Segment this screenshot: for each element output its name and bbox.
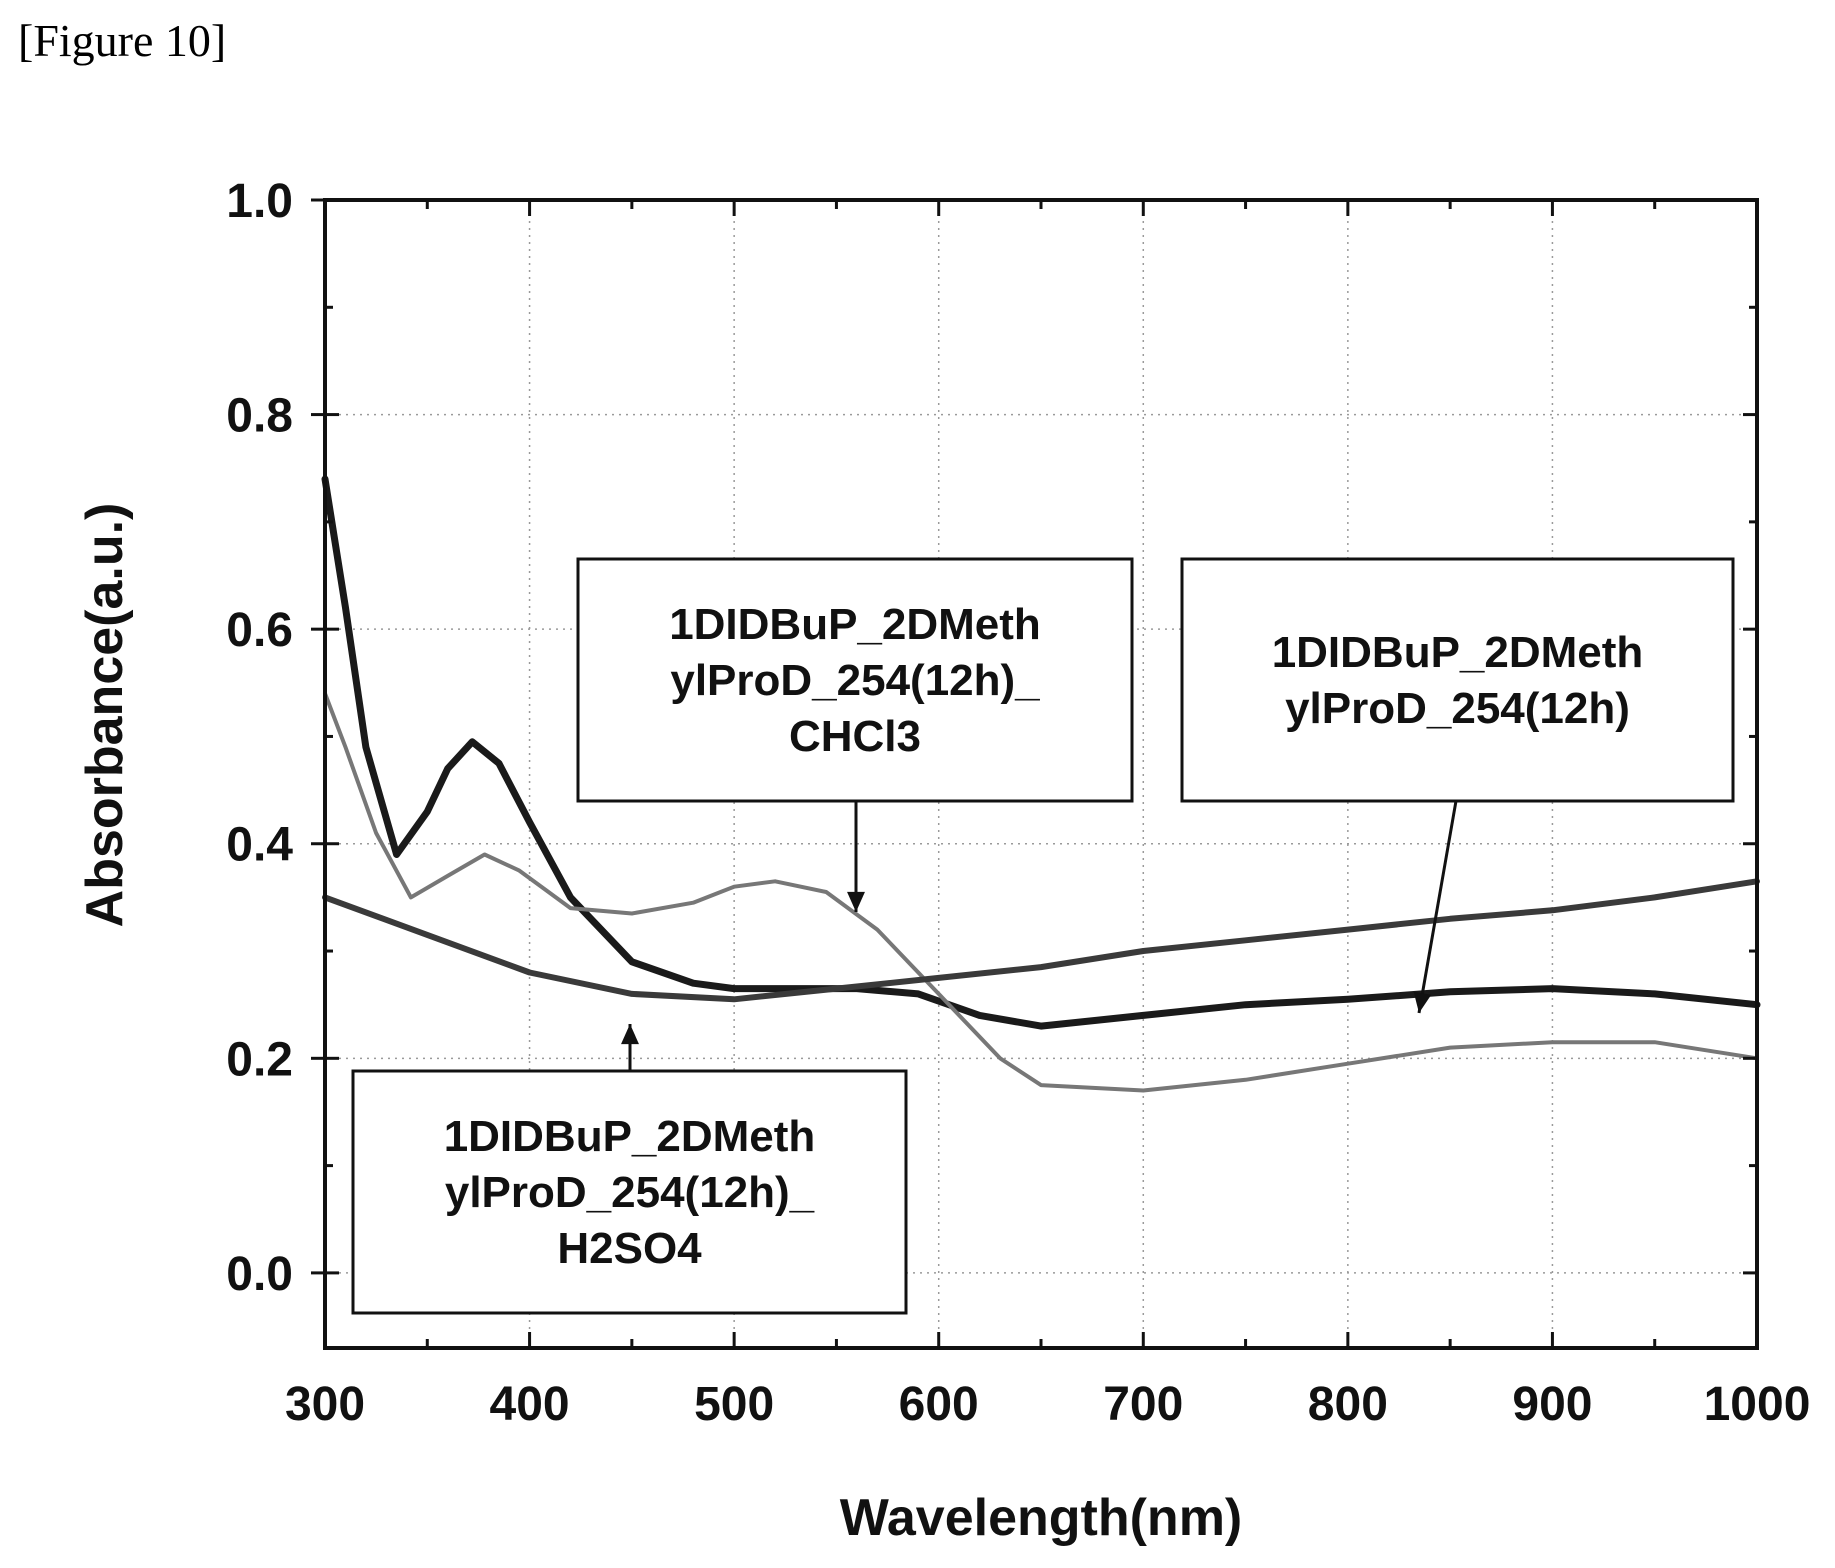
figure-caption: [Figure 10] bbox=[18, 15, 227, 66]
series-line-1 bbox=[321, 475, 1761, 1030]
annotation-arrow bbox=[1417, 800, 1458, 1014]
x-tick-label: 900 bbox=[1512, 1378, 1592, 1431]
annotation-line: 1DIDBuP_2DMeth bbox=[669, 600, 1041, 649]
series-line-2 bbox=[323, 691, 1759, 1093]
axis-ticks bbox=[311, 198, 1759, 1348]
y-tick-label: 1.0 bbox=[226, 175, 293, 228]
annotation-box bbox=[351, 1069, 908, 1315]
x-tick-label: 300 bbox=[285, 1378, 365, 1431]
x-tick-label: 500 bbox=[694, 1378, 774, 1431]
y-tick-label: 0.0 bbox=[226, 1248, 293, 1301]
x-tick-label: 700 bbox=[1103, 1378, 1183, 1431]
annotation-line: ylProD_254(12h) bbox=[1285, 684, 1630, 733]
x-tick-label: 800 bbox=[1308, 1378, 1388, 1431]
y-tick-label: 0.2 bbox=[226, 1033, 293, 1086]
x-axis-title: Wavelength(nm) bbox=[840, 1489, 1243, 1547]
annotation-box bbox=[1180, 557, 1735, 803]
annotation-arrowhead bbox=[1413, 991, 1432, 1013]
x-tick-label: 400 bbox=[490, 1378, 570, 1431]
series-lines bbox=[321, 475, 1761, 1093]
annotation-line: ylProD_254(12h)_ bbox=[445, 1168, 815, 1217]
annotation-box bbox=[576, 557, 1134, 803]
annotation-line: H2SO4 bbox=[557, 1224, 702, 1273]
annotations: 1DIDBuP_2DMethylProD_254(12h)_CHCl31DIDB… bbox=[351, 557, 1735, 1315]
annotation-arrowhead bbox=[621, 1024, 639, 1045]
x-tick-label: 600 bbox=[899, 1378, 979, 1431]
annotation-line: CHCl3 bbox=[789, 712, 921, 761]
y-tick-label: 0.8 bbox=[226, 390, 293, 443]
annotation-2: 1DIDBuP_2DMeth ylProD_254(12h) bbox=[1180, 557, 1735, 1014]
tick-labels: 300 400 500 600 700 800 900 1000 0.0 0.2 0.4 0.6 0.8… bbox=[226, 175, 1810, 1431]
y-tick-label: 0.4 bbox=[226, 819, 293, 872]
series-line-3 bbox=[322, 878, 1760, 1003]
x-tick-label: 1000 bbox=[1704, 1378, 1811, 1431]
y-tick-label: 0.6 bbox=[226, 604, 293, 657]
annotation-3: 1DIDBuP_2DMeth ylProD_254(12h)_ H2SO4 bbox=[351, 1024, 908, 1315]
annotation-arrowhead bbox=[847, 891, 865, 912]
y-axis-title: Absorbance(a.u.) bbox=[76, 503, 134, 928]
annotation-1: 1DIDBuP_2DMeth ylProD_254(12h)_ CHCl3 bbox=[576, 557, 1134, 912]
annotation-line: 1DIDBuP_2DMeth bbox=[444, 1112, 816, 1161]
annotation-line: ylProD_254(12h)_ bbox=[670, 656, 1040, 705]
annotation-line: 1DIDBuP_2DMeth bbox=[1272, 628, 1644, 677]
